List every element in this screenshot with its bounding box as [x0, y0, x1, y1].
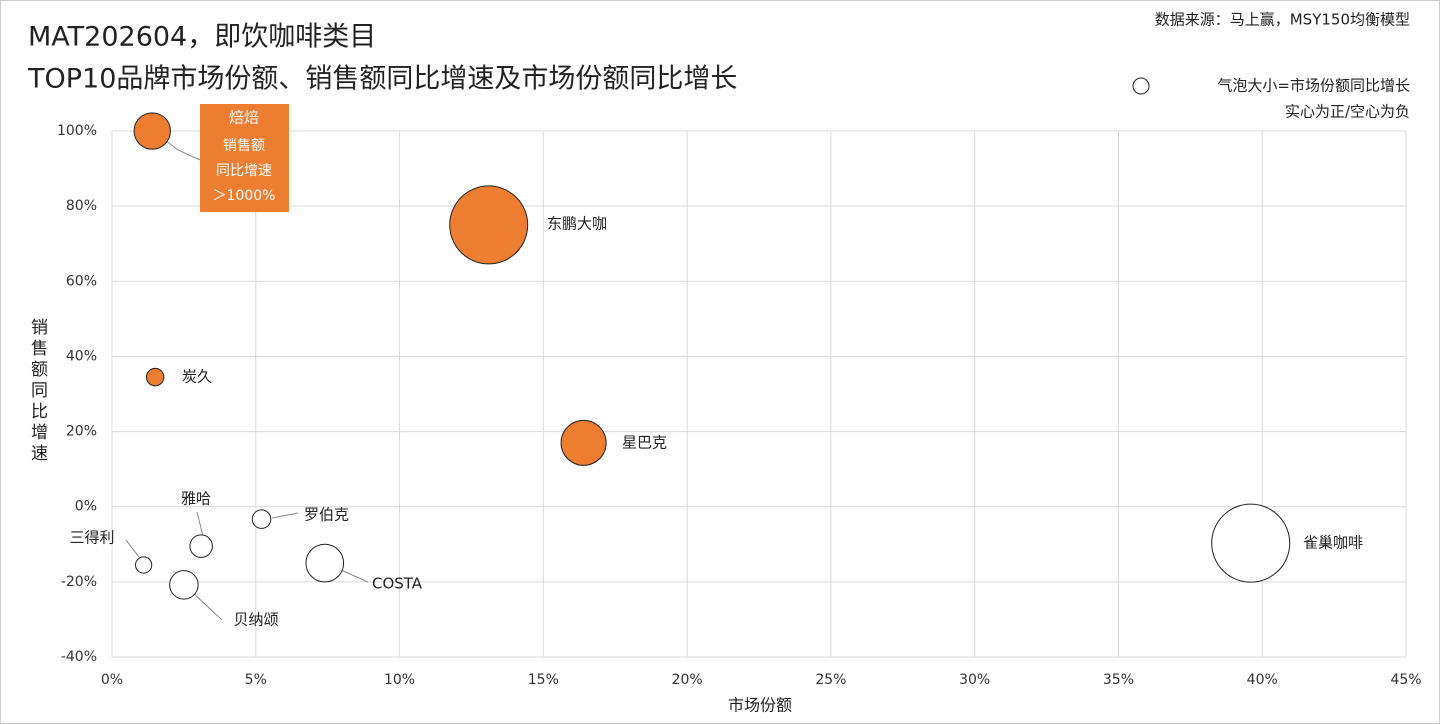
- data-label: 东鹏大咖: [547, 215, 607, 233]
- annotation-text: 销售额: [223, 138, 265, 154]
- bubble: [1211, 503, 1291, 583]
- x-tick-label: 15%: [528, 672, 559, 688]
- y-tick-label: 0%: [75, 499, 97, 515]
- data-label: 罗伯克: [304, 506, 349, 524]
- y-tick-label: 100%: [57, 123, 97, 139]
- data-label: 焙焙: [229, 109, 259, 127]
- y-tick-label: 60%: [66, 273, 97, 289]
- bubble: [449, 185, 529, 265]
- leader-line: [196, 511, 204, 537]
- data-label: 雅哈: [181, 490, 211, 508]
- x-tick-label: 10%: [384, 672, 415, 688]
- annotation-text: ＞1000%: [213, 188, 276, 204]
- data-label: 雀巢咖啡: [1303, 534, 1363, 552]
- data-label: COSTA: [372, 575, 423, 593]
- y-axis-label: 销售额同比增速: [27, 318, 48, 465]
- bubble: [169, 570, 199, 600]
- data-label: 贝纳颂: [233, 611, 278, 629]
- x-tick-label: 35%: [1103, 672, 1134, 688]
- bubble: [560, 419, 607, 466]
- x-tick-label: 20%: [672, 672, 703, 688]
- x-tick-label: 40%: [1247, 672, 1278, 688]
- legend-symbol: [1132, 77, 1150, 95]
- bubble: [145, 367, 165, 387]
- data-label: 炭久: [182, 368, 212, 386]
- chart-title: MAT202604，即饮咖啡类目: [28, 22, 376, 53]
- bubble: [305, 543, 345, 583]
- bubble: [133, 112, 171, 150]
- legend-text: 气泡大小=市场份额同比增长: [1217, 77, 1410, 95]
- x-tick-label: 0%: [101, 672, 123, 688]
- leader-line: [191, 591, 223, 621]
- x-axis-label: 市场份额: [728, 696, 792, 715]
- x-tick-label: 5%: [245, 672, 267, 688]
- y-tick-label: 40%: [66, 348, 97, 364]
- x-tick-label: 45%: [1390, 672, 1421, 688]
- y-tick-label: -20%: [61, 574, 97, 590]
- legend-text: 实心为正/空心为负: [1285, 103, 1410, 121]
- x-tick-label: 30%: [959, 672, 990, 688]
- leader-line: [165, 140, 201, 161]
- chart-subtitle: TOP10品牌市场份额、销售额同比增速及市场份额同比增长: [27, 64, 737, 95]
- data-label: 三得利: [69, 529, 114, 547]
- y-tick-label: 80%: [66, 198, 97, 214]
- leader-line: [271, 512, 299, 519]
- leader-line: [125, 539, 140, 558]
- x-tick-label: 25%: [815, 672, 846, 688]
- bubble: [251, 509, 272, 529]
- annotation-box: [200, 104, 289, 212]
- bubble: [189, 534, 213, 558]
- y-tick-label: -40%: [61, 649, 97, 665]
- data-label: 星巴克: [622, 434, 667, 452]
- annotation-text: 同比增速: [216, 163, 272, 179]
- y-tick-label: 20%: [66, 424, 97, 440]
- source: 数据来源：马上赢，MSY150均衡模型: [1155, 11, 1410, 29]
- bubble: [135, 556, 153, 574]
